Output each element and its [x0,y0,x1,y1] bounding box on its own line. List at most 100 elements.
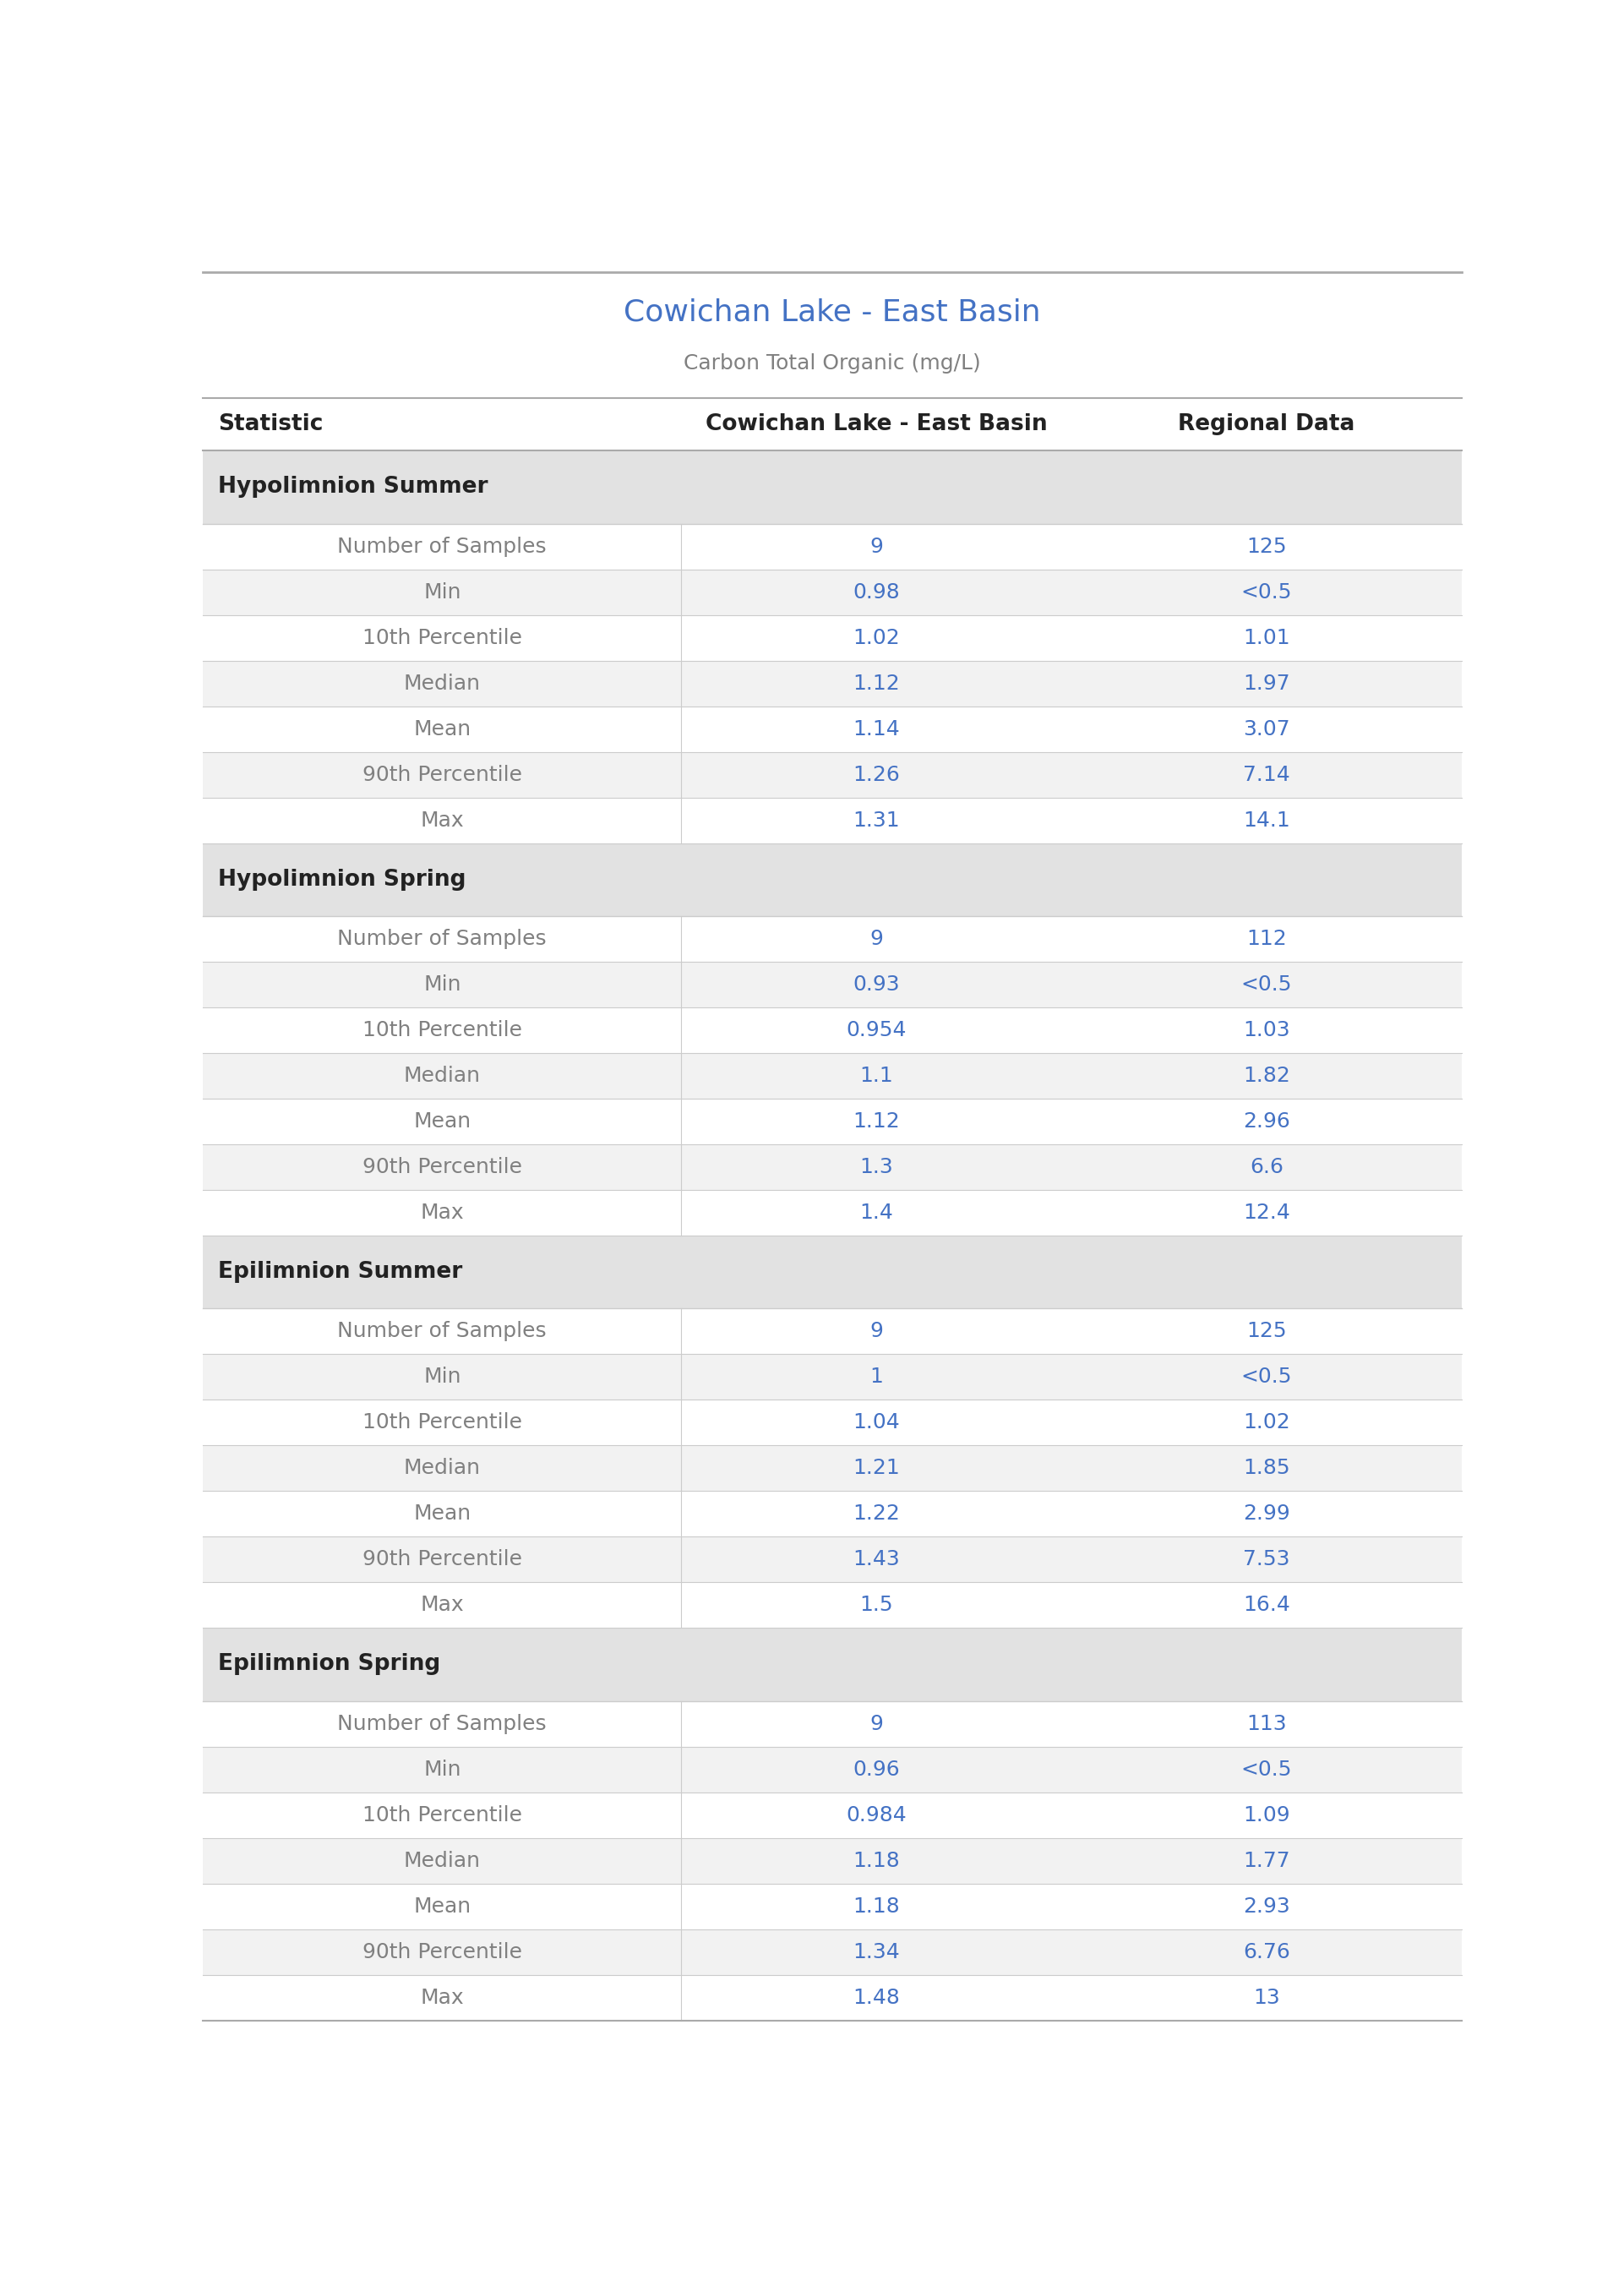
Text: Mean: Mean [414,1112,471,1130]
Text: Epilimnion Spring: Epilimnion Spring [218,1653,440,1675]
Text: 1.82: 1.82 [1242,1065,1289,1085]
Bar [203,1746,1462,1791]
Text: 1.43: 1.43 [853,1550,900,1569]
Text: 1.97: 1.97 [1242,674,1289,695]
Text: Number of Samples: Number of Samples [338,1321,547,1342]
Text: 2.96: 2.96 [1242,1112,1289,1130]
Text: 1.09: 1.09 [1242,1805,1289,1825]
Text: Median: Median [404,1850,481,1870]
Text: 1.01: 1.01 [1242,627,1289,647]
Text: 1.4: 1.4 [859,1203,893,1224]
Text: Cowichan Lake - East Basin: Cowichan Lake - East Basin [705,413,1047,436]
Text: 7.53: 7.53 [1242,1550,1289,1569]
Text: 1.26: 1.26 [853,765,900,785]
Bar [203,524,1462,570]
Text: 1.31: 1.31 [853,810,900,831]
Text: Median: Median [404,674,481,695]
Text: 9: 9 [869,1321,883,1342]
Bar [203,1975,1462,2020]
Bar [203,1008,1462,1053]
Bar [203,797,1462,842]
Text: 1.34: 1.34 [853,1941,900,1961]
Text: Carbon Total Organic (mg/L): Carbon Total Organic (mg/L) [684,352,981,372]
Text: Hypolimnion Summer: Hypolimnion Summer [218,477,489,497]
Text: Max: Max [421,810,464,831]
Text: <0.5: <0.5 [1241,974,1293,994]
Bar [203,615,1462,661]
Bar [203,1628,1462,1700]
Text: 1.12: 1.12 [853,1112,900,1130]
Text: 90th Percentile: 90th Percentile [362,765,521,785]
Text: 1.22: 1.22 [853,1503,900,1523]
Bar [203,1355,1462,1401]
Text: 9: 9 [869,536,883,556]
Text: 14.1: 14.1 [1242,810,1289,831]
Text: Hypolimnion Spring: Hypolimnion Spring [218,869,466,890]
Text: 1.03: 1.03 [1242,1019,1289,1040]
Text: Min: Min [424,974,461,994]
Text: Number of Samples: Number of Samples [338,1714,547,1734]
Text: 16.4: 16.4 [1242,1596,1289,1616]
Bar [203,1144,1462,1189]
Text: Median: Median [404,1457,481,1478]
Bar [203,1884,1462,1930]
Bar [203,1235,1462,1308]
Text: 0.93: 0.93 [853,974,900,994]
Text: 1.21: 1.21 [853,1457,900,1478]
Bar [203,751,1462,797]
Text: Regional Data: Regional Data [1177,413,1354,436]
Text: 1.48: 1.48 [853,1986,900,2007]
Text: Number of Samples: Number of Samples [338,928,547,949]
Text: 112: 112 [1246,928,1286,949]
Text: 9: 9 [869,1714,883,1734]
Text: 10th Percentile: 10th Percentile [362,1019,521,1040]
Text: 13: 13 [1254,1986,1280,2007]
Text: Min: Min [424,1759,461,1780]
Text: 1.12: 1.12 [853,674,900,695]
Text: Cowichan Lake - East Basin: Cowichan Lake - East Basin [624,297,1041,327]
Bar [203,1099,1462,1144]
Text: 0.984: 0.984 [846,1805,906,1825]
Text: 2.93: 2.93 [1242,1895,1289,1916]
Text: Max: Max [421,1203,464,1224]
Text: 10th Percentile: 10th Percentile [362,1412,521,1432]
Bar [203,1308,1462,1355]
Bar [203,1537,1462,1582]
Bar [203,570,1462,615]
Text: 0.96: 0.96 [853,1759,900,1780]
Bar [203,1491,1462,1537]
Text: 1.14: 1.14 [853,720,900,740]
Text: 125: 125 [1246,1321,1286,1342]
Text: Mean: Mean [414,720,471,740]
Text: 1.18: 1.18 [853,1895,900,1916]
Text: 90th Percentile: 90th Percentile [362,1550,521,1569]
Text: Statistic: Statistic [218,413,323,436]
Bar [203,1053,1462,1099]
Text: 90th Percentile: 90th Percentile [362,1158,521,1178]
Text: Epilimnion Summer: Epilimnion Summer [218,1262,463,1283]
Text: 125: 125 [1246,536,1286,556]
Text: 90th Percentile: 90th Percentile [362,1941,521,1961]
Bar [203,842,1462,917]
Text: 1.5: 1.5 [859,1596,893,1616]
Text: 3.07: 3.07 [1242,720,1289,740]
Text: Min: Min [424,581,461,602]
Text: 10th Percentile: 10th Percentile [362,627,521,647]
Text: 10th Percentile: 10th Percentile [362,1805,521,1825]
Text: 2.99: 2.99 [1242,1503,1289,1523]
Bar [203,1700,1462,1746]
Text: 7.14: 7.14 [1242,765,1289,785]
Text: Min: Min [424,1367,461,1387]
Bar [203,1189,1462,1235]
Text: 6.76: 6.76 [1242,1941,1289,1961]
Text: 1.77: 1.77 [1242,1850,1289,1870]
Text: 1.3: 1.3 [859,1158,893,1178]
Text: Mean: Mean [414,1895,471,1916]
Text: <0.5: <0.5 [1241,581,1293,602]
Text: 1.18: 1.18 [853,1850,900,1870]
Bar [203,917,1462,962]
Text: Max: Max [421,1596,464,1616]
Text: 1.85: 1.85 [1242,1457,1289,1478]
Text: 113: 113 [1246,1714,1286,1734]
Text: <0.5: <0.5 [1241,1759,1293,1780]
